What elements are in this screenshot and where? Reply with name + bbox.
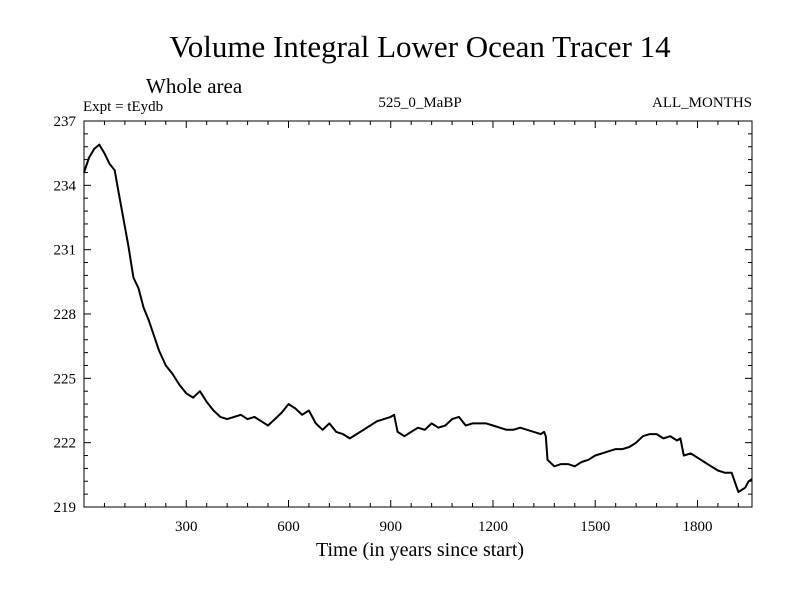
y-tick-label: 231: [54, 243, 77, 259]
x-tick-label: 900: [379, 519, 402, 535]
tick-marks: [84, 121, 752, 507]
expt-label: Expt = tEydb: [83, 99, 163, 115]
chart-subtitle: Whole area: [146, 74, 243, 98]
x-axis-label: Time (in years since start): [316, 539, 524, 561]
x-tick-label: 300: [175, 519, 198, 535]
period-label: 525_0_MaBP: [378, 95, 461, 111]
y-tick-label: 234: [54, 178, 77, 194]
x-tick-labels: 300 600 900 1200 1500 1800: [175, 519, 712, 535]
y-tick-labels: 219 222 225 228 231 234 237: [54, 114, 77, 516]
x-tick-label: 1500: [580, 519, 610, 535]
series-line-tEydb: [83, 143, 753, 493]
y-tick-label: 228: [54, 307, 77, 323]
chart-title: Volume Integral Lower Ocean Tracer 14: [169, 29, 671, 64]
y-tick-label: 237: [54, 114, 77, 130]
months-label: ALL_MONTHS: [652, 95, 752, 111]
x-tick-label: 600: [277, 519, 300, 535]
y-tick-label: 222: [54, 436, 77, 452]
plot-frame: [83, 120, 753, 508]
x-tick-label: 1200: [478, 519, 508, 535]
y-tick-label: 219: [54, 500, 77, 516]
x-tick-label: 1800: [682, 519, 712, 535]
y-tick-label: 225: [54, 371, 77, 387]
